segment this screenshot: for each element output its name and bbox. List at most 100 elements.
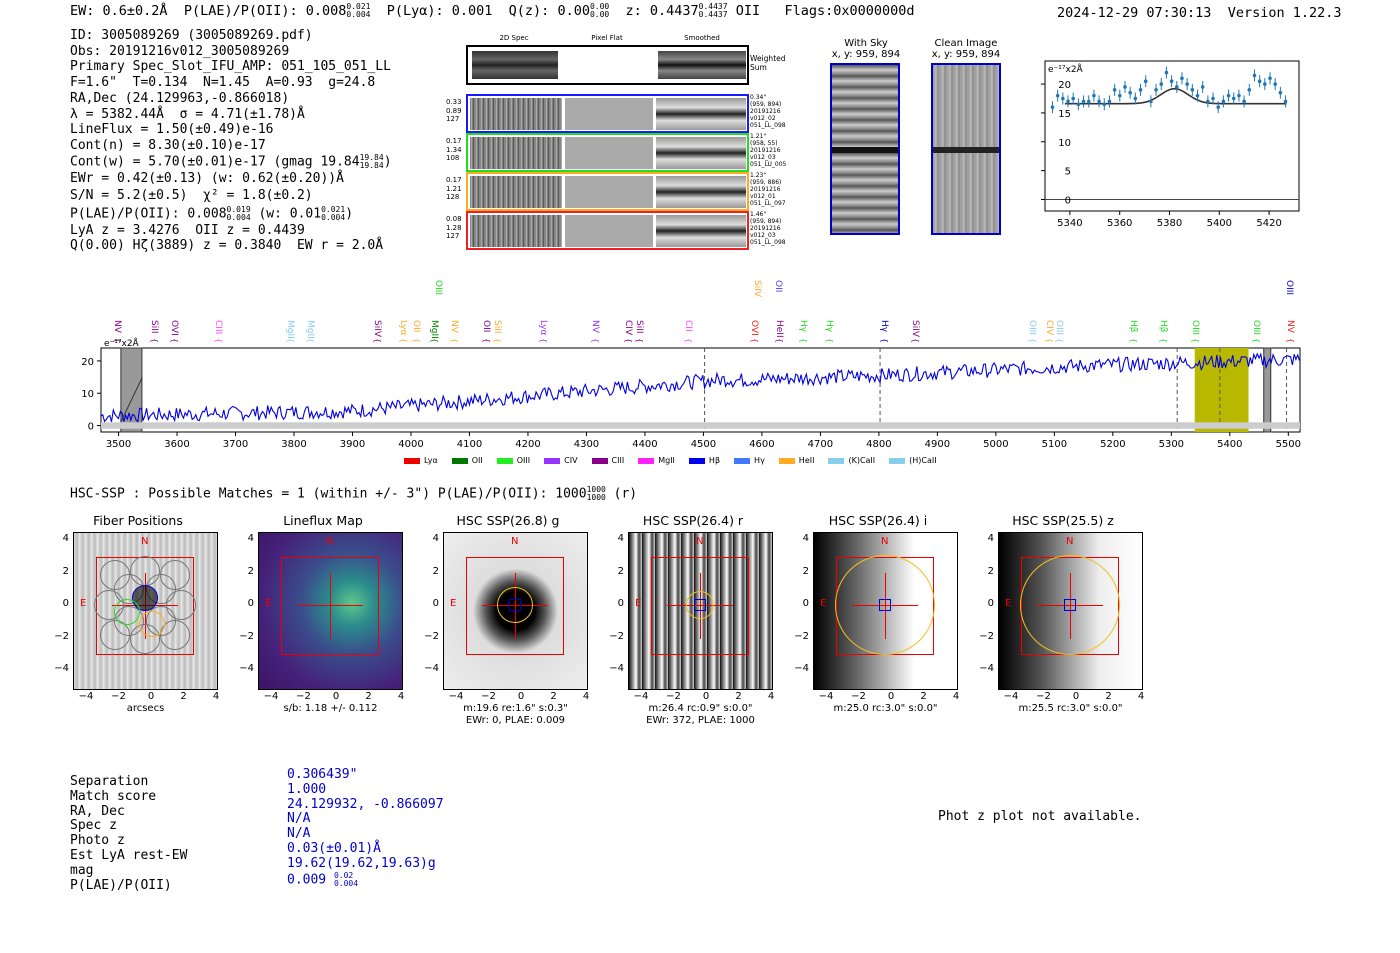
hsc-panel: HSC SSP(26.4) r N E −4 −2 0 2 4 4 2 0 −2 −4 m:26.4 rc… — [598, 510, 783, 726]
line-id-brace: { — [635, 338, 644, 343]
match-table-labels: Separation Match score RA, Dec Spec z Photo … — [70, 774, 188, 893]
line-id-label: CIV — [1044, 320, 1054, 336]
hsc-xtick-label: −2 — [1036, 691, 1051, 702]
info-id: ID: 3005089269 (3005089269.pdf) — [70, 28, 313, 43]
with-sky-title: With Sky x, y: 959, 894 — [826, 38, 906, 60]
spec-xtick-label: 4200 — [515, 439, 540, 450]
line-id-brace: { — [1252, 338, 1261, 343]
hsc-title: HSC-SSP : Possible Matches = 1 (within +… — [70, 486, 637, 502]
zoom-line-plot: e⁻¹⁷x2Å 5340 5360 5380 5400 5420 0 5 10 15 20 — [1041, 60, 1300, 229]
hsc-panel: HSC SSP(26.4) i N E −4 −2 0 2 4 4 2 0 −2 −4 m:25.0 rc… — [783, 510, 968, 725]
cutout-2d-spec — [470, 137, 562, 169]
hsc-xtick-label: 4 — [1137, 691, 1145, 702]
header-qz-hi: 0.00 — [589, 2, 610, 11]
hsc-panel-title: Fiber Positions — [93, 513, 183, 528]
hsc-ytick-label: 0 — [247, 598, 254, 609]
cutout-panel: 2D Spec Pixel Flat Smoothed Weighted Sum… — [446, 34, 786, 256]
zoom-point — [1257, 79, 1262, 83]
header-qz: Q(z): 0.00 — [508, 3, 590, 19]
line-id-label: NV — [112, 320, 122, 334]
match-field-label: Match score — [70, 788, 157, 804]
hsc-panel-title: HSC SSP(26.4) r — [642, 513, 744, 528]
hsc-panel: Fiber Positions N E −4 −2 0 2 4 4 2 0 −2 −4 arcsecs — [43, 510, 228, 725]
line-id-label: Hβ — [1128, 320, 1138, 333]
spec-xtick-label: 5400 — [1217, 439, 1242, 450]
col-smoothed: Smoothed — [684, 34, 720, 42]
header-z-line: OII — [735, 3, 761, 19]
info-gmag-hi: 19.84 — [359, 152, 384, 162]
match-field-value: N/A — [287, 826, 311, 842]
hsc-xtick-label: −2 — [481, 691, 496, 702]
hsc-ytick-label: 4 — [62, 533, 69, 544]
line-id-brace: { — [825, 338, 834, 343]
header-z-lo: 0.4437 — [698, 10, 728, 19]
line-id-label: OIII — [1251, 320, 1261, 335]
hsc-ytick-label: −4 — [979, 663, 994, 674]
match-field-label: mag — [70, 862, 94, 878]
weighted-sum-label: Weighted Sum — [750, 54, 786, 72]
fiber-circle — [166, 590, 196, 620]
cutout-row — [466, 94, 749, 133]
header-qz-lo: 0.00 — [589, 10, 610, 19]
hsc-ytick-label: −4 — [424, 663, 439, 674]
header-z: z: 0.4437 — [625, 3, 699, 19]
line-id-label: MgII — [429, 320, 439, 339]
zoom-point — [1118, 93, 1122, 98]
hsc-xtick-label: 2 — [735, 691, 742, 702]
zoom-point — [1102, 102, 1107, 107]
line-id-brace: { — [799, 338, 808, 343]
east-label: E — [1005, 598, 1012, 609]
with-sky-trace — [832, 147, 898, 153]
spec-xtick-label: 4500 — [691, 439, 716, 450]
full-spectrum: NV{SiII{OVI{CIII{MgII{MgII{SiIV{Lyα{OII{… — [81, 280, 1301, 450]
legend-label: OIII — [516, 456, 531, 465]
zoom-point — [1071, 96, 1075, 101]
hsc-ytick-label: −4 — [239, 663, 254, 674]
legend-label: (H)CaII — [909, 456, 937, 465]
spec-ytick-label: 10 — [81, 389, 94, 400]
hsc-ytick-label: 0 — [987, 598, 994, 609]
zoom-point — [1190, 88, 1195, 92]
line-id-brace: { — [1028, 338, 1037, 343]
info-plae-hi: 0.019 — [226, 204, 251, 214]
info-plae-w: (w: 0.01 — [250, 206, 322, 222]
zoom-point — [1086, 99, 1091, 104]
spec-xtick-label: 3600 — [164, 439, 189, 450]
source-marker — [694, 599, 706, 611]
header-plae-lo: 0.004 — [346, 10, 371, 19]
hsc-xtick-label: −4 — [263, 691, 279, 702]
timestamp: 2024-12-29 07:30:13 — [1057, 5, 1212, 21]
zoom-point — [1283, 99, 1288, 104]
match-field-value: 1.000 — [287, 781, 327, 797]
spectrum-ylabel: e⁻¹⁷x2Å — [104, 337, 140, 349]
spectrum-legend: Lyα OII OIII CIV CIII MgII Hβ Hγ HeII (K)CaII (H)C… — [404, 448, 951, 467]
hsc-ytick-label: −2 — [54, 630, 69, 642]
aperture-box — [466, 557, 564, 655]
line-id-brace: { — [399, 338, 408, 343]
legend-entry: Hγ — [734, 456, 765, 465]
north-label: N — [1066, 536, 1074, 547]
hsc-title-text: HSC-SSP : Possible Matches = 1 (within +… — [70, 486, 587, 502]
line-id-brace: { — [1055, 338, 1064, 343]
hsc-xtick-label: 0 — [517, 691, 525, 702]
line-id-label: OIII — [1027, 320, 1037, 335]
spec-xtick-label: 5300 — [1159, 439, 1184, 450]
hsc-ytick-label: −4 — [609, 663, 624, 674]
spec-xtick-label: 4700 — [808, 439, 833, 450]
line-id-brace: { — [624, 338, 633, 343]
hsc-xtick-label: 2 — [180, 691, 187, 702]
zoom-point — [1185, 82, 1189, 86]
zoom-ytick-label: 15 — [1058, 109, 1071, 120]
line-id-label: MgII — [285, 320, 295, 339]
line-id-brace: { — [750, 338, 759, 343]
hsc-ytick-label: 4 — [802, 533, 809, 544]
line-id-labels: NV{SiII{OVI{CIII{MgII{MgII{SiIV{Lyα{OII{… — [112, 280, 1295, 343]
zoom-point — [1221, 99, 1226, 104]
match-field-label: Est LyA rest-EW — [70, 847, 188, 863]
fiber-green — [114, 599, 140, 625]
zoom-ytick-label: 10 — [1058, 138, 1071, 149]
spec-xtick-label: 4900 — [925, 439, 950, 450]
spec-ytick-label: 0 — [88, 422, 94, 433]
